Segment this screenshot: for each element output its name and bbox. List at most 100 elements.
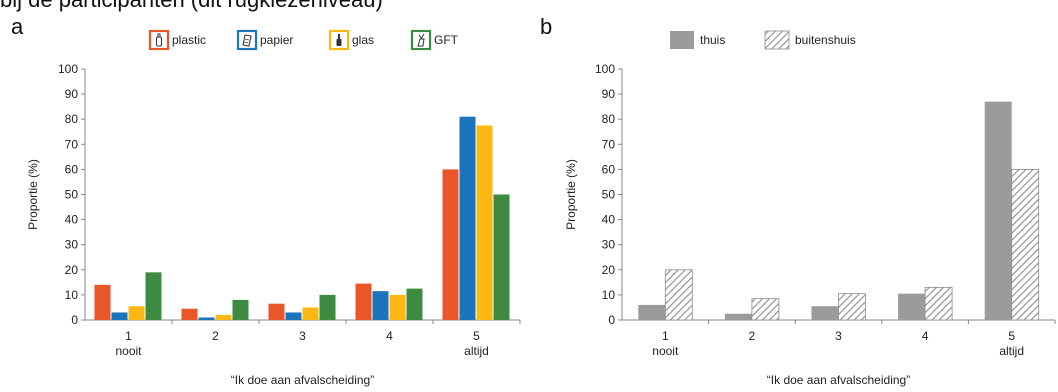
bar-glas-2	[215, 314, 232, 320]
bar-GFT-1	[145, 272, 162, 320]
legend-a: plastic papier glas GFT	[148, 29, 459, 51]
legend-swatch	[764, 30, 790, 50]
x-tick-label: 1	[125, 329, 132, 343]
legend-label: buitenshuis	[795, 33, 856, 47]
bar-papier-1	[111, 312, 128, 320]
bar-thuis-2	[724, 313, 752, 320]
y-tick-label: 0	[71, 313, 78, 327]
bar-papier-2	[198, 317, 215, 320]
legend-swatch	[410, 29, 432, 51]
legend-label: plastic	[172, 33, 206, 47]
y-axis-title-a: Proportie (%)	[26, 159, 40, 230]
bar-buitenshuis-1	[664, 269, 693, 321]
legend-swatch	[236, 29, 258, 51]
bar-plastic-3	[268, 303, 285, 320]
bar-thuis-4	[898, 293, 926, 320]
organic-waste-icon	[417, 33, 425, 47]
paper-icon	[242, 34, 252, 47]
bar-thuis-3	[811, 306, 839, 320]
panel-label-b: b	[540, 14, 552, 39]
legend-item-plastic: plastic	[148, 29, 206, 51]
y-tick-label: 70	[65, 137, 79, 151]
bar-papier-5	[459, 116, 476, 320]
legend-item-glas: glas	[328, 29, 374, 51]
bar-GFT-4	[406, 288, 423, 320]
bar-plastic-5	[442, 169, 459, 320]
y-tick-label: 100	[58, 62, 78, 76]
bar-GFT-5	[493, 194, 510, 320]
y-tick-label: 10	[65, 288, 79, 302]
x-tick-label: 4	[386, 329, 393, 343]
bar-thuis-5	[984, 101, 1012, 320]
y-tick-label: 90	[65, 87, 79, 101]
x-tick-sublabel: nooit	[652, 344, 679, 358]
x-tick-sublabel: altijd	[464, 344, 489, 358]
y-tick-label: 20	[602, 263, 616, 277]
x-axis-title-a: “Ik doe aan afvalscheiding”	[231, 373, 374, 387]
legend-b: thuis buitenshuis	[670, 30, 856, 50]
bar-GFT-2	[232, 299, 249, 320]
bottle-icon	[156, 33, 162, 47]
bar-buitenshuis-4	[924, 286, 953, 321]
y-tick-label: 80	[602, 112, 616, 126]
bar-papier-4	[372, 291, 389, 320]
y-tick-label: 50	[65, 188, 79, 202]
bar-papier-3	[285, 312, 302, 320]
y-tick-label: 60	[65, 162, 79, 176]
bar-thuis-1	[638, 304, 666, 320]
y-tick-label: 40	[65, 213, 79, 227]
x-tick-label: 2	[212, 329, 219, 343]
y-tick-label: 40	[602, 213, 616, 227]
y-tick-labels-b: 0 10 20 30 40 50 60 70 80 90 100	[595, 62, 622, 327]
y-tick-label: 90	[602, 87, 616, 101]
bar-glas-1	[128, 306, 145, 320]
y-tick-label: 10	[602, 288, 616, 302]
glass-bottle-icon	[336, 34, 342, 46]
legend-item-GFT: GFT	[410, 29, 459, 51]
x-tick-sublabel: altijd	[999, 344, 1024, 358]
legend-label: GFT	[434, 33, 459, 47]
bar-buitenshuis-2	[751, 298, 780, 321]
bar-glas-4	[389, 294, 406, 320]
legend-item-papier: papier	[236, 29, 293, 51]
bar-GFT-3	[319, 294, 336, 320]
legend-label: papier	[260, 33, 293, 47]
bar-buitenshuis-3	[838, 293, 866, 321]
y-tick-labels-a: 0 10 20 30 40 50 60 70 80 90 100	[58, 62, 85, 327]
header-fragment: bij de participanten (dit rugkiezeniveau…	[0, 0, 383, 13]
legend-swatch	[670, 31, 694, 49]
bar-plastic-4	[355, 283, 372, 320]
bar-buitenshuis-5	[1011, 168, 1040, 321]
x-tick-label: 4	[922, 329, 929, 343]
y-tick-label: 80	[65, 112, 79, 126]
bar-glas-3	[302, 307, 319, 320]
x-axis-title-b: “Ik doe aan afvalscheiding”	[767, 373, 910, 387]
y-tick-label: 70	[602, 137, 616, 151]
y-tick-label: 30	[65, 238, 79, 252]
bar-plastic-2	[181, 308, 198, 320]
x-tick-label: 2	[749, 329, 756, 343]
x-tick-sublabel: nooit	[115, 344, 142, 358]
y-tick-label: 100	[595, 62, 615, 76]
y-tick-label: 20	[65, 263, 79, 277]
y-tick-label: 50	[602, 188, 616, 202]
panel-label-a: a	[11, 14, 24, 39]
bars-a	[94, 116, 510, 320]
legend-item-thuis: thuis	[670, 31, 725, 49]
x-tick-label: 5	[1008, 329, 1015, 343]
x-tick-label: 1	[662, 329, 669, 343]
legend-swatch	[148, 29, 170, 51]
x-tick-label: 3	[299, 329, 306, 343]
y-tick-label: 60	[602, 162, 616, 176]
legend-label: glas	[352, 33, 374, 47]
chart-a: a plastic papier glas GFT 0 10 20 30 40 50 60 70 80…	[11, 14, 521, 387]
legend-label: thuis	[700, 33, 725, 47]
bars-b	[638, 101, 1040, 321]
bar-plastic-1	[94, 284, 111, 320]
chart-b: b thuis buitenshuis 010203040506070809010…	[540, 14, 1056, 387]
y-tick-label: 30	[602, 238, 616, 252]
bar-glas-5	[476, 125, 493, 320]
y-axis-title-b: Proportie (%)	[564, 159, 578, 230]
